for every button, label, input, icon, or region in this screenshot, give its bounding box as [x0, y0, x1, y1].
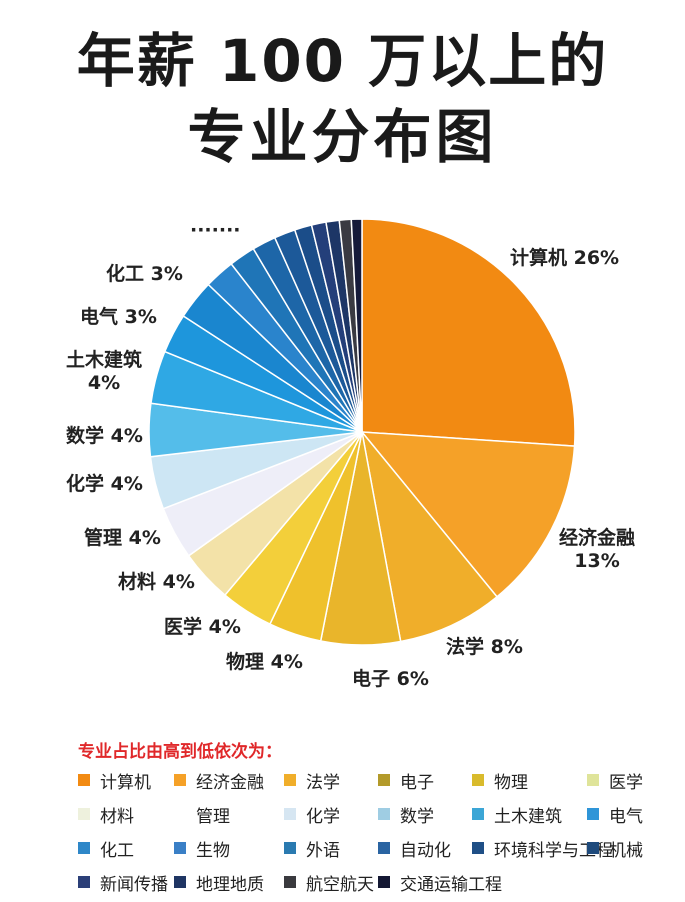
legend-label: 机械 — [609, 840, 643, 861]
pie-slices — [148, 218, 576, 646]
legend-swatch — [78, 842, 90, 854]
legend-label: 物理 — [494, 772, 528, 793]
legend-label: 数学 — [400, 806, 434, 827]
legend-swatch — [587, 774, 599, 786]
legend-item: 医学 — [587, 768, 677, 793]
legend-item: 法学 — [284, 768, 378, 793]
pie-chart: 计算机 26% 经济金融 13% 法学 8% 电子 6% 物理 4% 医学 4% 材料 4% 管… — [66, 218, 635, 690]
legend-swatch — [378, 774, 390, 786]
pie-slice-0 — [361, 218, 576, 447]
slice-label-6: 材料 4% — [118, 570, 195, 593]
legend-swatch — [78, 774, 90, 786]
slice-label-11: 电气 3% — [80, 305, 157, 328]
legend-item: 电气 — [587, 802, 677, 827]
legend-item: 自动化 — [378, 836, 472, 861]
legend-label: 化学 — [306, 806, 340, 827]
legend-swatch — [472, 808, 484, 820]
legend-label: 自动化 — [400, 840, 451, 861]
legend-label: 经济金融 — [196, 772, 264, 793]
legend-swatch — [587, 808, 599, 820]
legend-item: 新闻传播 — [78, 870, 174, 895]
legend-item: 交通运输工程 — [378, 870, 502, 895]
legend-item: 化学 — [284, 802, 378, 827]
legend-item: 外语 — [284, 836, 378, 861]
ellipsis-label: ······· — [190, 219, 241, 241]
legend-label: 土木建筑 — [494, 806, 562, 827]
legend-label: 电子 — [400, 772, 434, 793]
slice-label-12: 化工 3% — [106, 262, 183, 285]
legend-label: 环境科学与工程 — [494, 840, 613, 861]
slice-label-5: 医学 4% — [164, 615, 241, 638]
legend-swatch — [587, 842, 599, 854]
legend-label: 新闻传播 — [100, 874, 168, 895]
legend-swatch — [78, 876, 90, 888]
legend: 计算机 经济金融 法学 电子 物理 医学材料 管理 化学 数学 土木建筑 电气化工 生物 外语 自动化 环境… — [78, 768, 678, 895]
slice-label-2: 法学 8% — [446, 635, 523, 658]
slice-label-1: 经济金融 13% — [559, 526, 635, 572]
legend-label: 外语 — [306, 840, 340, 861]
pie-slice-2 — [361, 431, 499, 643]
legend-swatch — [284, 774, 296, 786]
legend-swatch — [378, 842, 390, 854]
legend-swatch — [174, 808, 186, 820]
legend-item: 航空航天 — [284, 870, 378, 895]
legend-label: 法学 — [306, 772, 340, 793]
legend-item: 环境科学与工程 — [472, 836, 613, 861]
slice-label-0: 计算机 26% — [510, 246, 619, 269]
slice-label-9: 数学 4% — [66, 424, 143, 447]
legend-item: 物理 — [472, 768, 587, 793]
legend-item: 机械 — [587, 836, 677, 861]
legend-swatch — [378, 876, 390, 888]
pie-slice-1 — [360, 431, 576, 598]
slice-label-4: 物理 4% — [226, 650, 303, 673]
legend-item: 化工 — [78, 836, 174, 861]
legend-item: 土木建筑 — [472, 802, 587, 827]
legend-label: 计算机 — [100, 772, 151, 793]
slice-label-8: 化学 4% — [66, 472, 143, 495]
legend-item: 地理地质 — [174, 870, 284, 895]
legend-label: 航空航天 — [306, 874, 374, 895]
legend-item: 生物 — [174, 836, 284, 861]
legend-swatch — [472, 842, 484, 854]
legend-item: 电子 — [378, 768, 472, 793]
pie-slice-21 — [350, 218, 363, 433]
legend-swatch — [284, 808, 296, 820]
legend-title: 专业占比由高到低依次为： — [78, 742, 282, 762]
legend-swatch — [284, 876, 296, 888]
legend-item: 数学 — [378, 802, 472, 827]
legend-label: 电气 — [609, 806, 643, 827]
legend-label: 化工 — [100, 840, 134, 861]
legend-label: 生物 — [196, 840, 230, 861]
legend-swatch — [174, 876, 186, 888]
legend-swatch — [284, 842, 296, 854]
chart-title-line-2: 专业分布图 — [187, 103, 498, 171]
legend-label: 地理地质 — [196, 874, 264, 895]
slice-label-7: 管理 4% — [84, 526, 161, 549]
legend-item: 经济金融 — [174, 768, 284, 793]
legend-swatch — [378, 808, 390, 820]
legend-swatch — [174, 842, 186, 854]
legend-label: 材料 — [100, 806, 134, 827]
legend-item: 材料 — [78, 802, 174, 827]
legend-swatch — [174, 774, 186, 786]
chart-title-line-1: 年薪 100 万以上的 — [76, 27, 609, 95]
slice-label-3: 电子 6% — [352, 667, 429, 690]
legend-swatch — [78, 808, 90, 820]
pie-labels: 计算机 26% 经济金融 13% 法学 8% 电子 6% 物理 4% 医学 4% 材料 4% 管… — [66, 219, 635, 690]
legend-item: 管理 — [174, 802, 284, 827]
legend-label: 交通运输工程 — [400, 874, 502, 895]
legend-label: 管理 — [196, 806, 230, 827]
legend-label: 医学 — [609, 772, 643, 793]
slice-label-10: 土木建筑 4% — [66, 348, 142, 394]
legend-swatch — [472, 774, 484, 786]
legend-item: 计算机 — [78, 768, 174, 793]
